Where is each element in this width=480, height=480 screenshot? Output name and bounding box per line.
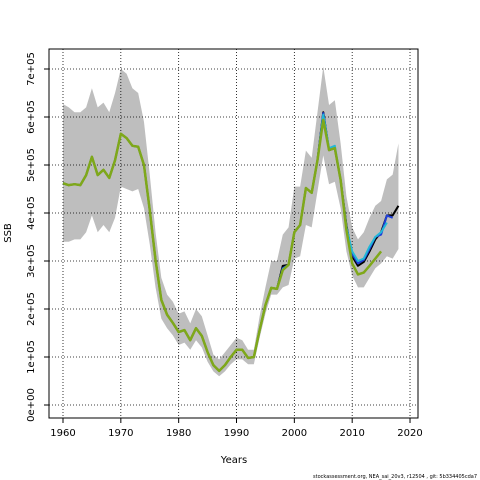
plot-frame — [48, 48, 419, 419]
x-tick-label: 2000 — [282, 428, 307, 439]
x-tick-label: 1970 — [108, 428, 133, 439]
x-tick-label: 1960 — [50, 428, 75, 439]
x-tick-label: 2010 — [339, 428, 364, 439]
y-tick-label: 0e+00 — [26, 388, 37, 422]
y-axis-label: SSB — [3, 223, 14, 243]
y-tick-label: 6e+05 — [26, 100, 37, 134]
y-tick-label: 4e+05 — [26, 196, 37, 230]
x-tick-label: 2020 — [397, 428, 422, 439]
series-line — [62, 118, 383, 373]
x-tick-label: 1990 — [224, 428, 249, 439]
x-tick-label: 1980 — [166, 428, 191, 439]
x-axis-label: Years — [220, 455, 247, 466]
confidence-band — [62, 66, 399, 377]
y-tick-label: 3e+05 — [26, 244, 37, 278]
y-tick-label: 2e+05 — [26, 292, 37, 326]
y-tick-label: 5e+05 — [26, 148, 37, 182]
y-tick-label: 1e+05 — [26, 340, 37, 374]
y-tick-label: 7e+05 — [26, 52, 37, 86]
footer: stockassessment.org, NEA_sai_20v3, r1250… — [313, 474, 477, 480]
